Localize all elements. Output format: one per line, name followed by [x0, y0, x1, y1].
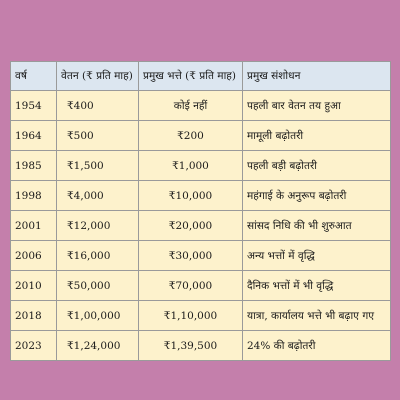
- cell-salary: ₹500: [56, 120, 139, 151]
- cell-revision: यात्रा, कार्यालय भत्ते भी बढ़ाए गए: [242, 300, 391, 331]
- cell-revision: दैनिक भत्तों में भी वृद्धि: [242, 270, 391, 301]
- header-revision: प्रमुख संशोधन: [242, 61, 391, 91]
- table-header-row: वर्ष वेतन (₹ प्रति माह) प्रमुख भत्ते (₹ …: [10, 61, 391, 91]
- cell-revision: मामूली बढ़ोतरी: [242, 120, 391, 151]
- table-row: 1985 ₹1,500 ₹1,000 पहली बड़ी बढ़ोतरी: [10, 150, 391, 181]
- cell-revision: अन्य भत्तों में वृद्धि: [242, 240, 391, 271]
- cell-salary: ₹1,00,000: [56, 300, 139, 331]
- header-allowance: प्रमुख भत्ते (₹ प्रति माह): [138, 61, 243, 91]
- cell-salary: ₹12,000: [56, 210, 139, 241]
- table-row: 2006 ₹16,000 ₹30,000 अन्य भत्तों में वृद…: [10, 240, 391, 271]
- cell-salary: ₹1,500: [56, 150, 139, 181]
- cell-year: 2001: [10, 210, 57, 241]
- cell-revision: पहली बड़ी बढ़ोतरी: [242, 150, 391, 181]
- table-row: 2023 ₹1,24,000 ₹1,39,500 24% की बढ़ोतरी: [10, 330, 391, 361]
- header-year: वर्ष: [10, 61, 57, 91]
- cell-salary: ₹16,000: [56, 240, 139, 271]
- cell-allowance: ₹1,39,500: [138, 330, 243, 361]
- salary-table: वर्ष वेतन (₹ प्रति माह) प्रमुख भत्ते (₹ …: [10, 61, 391, 361]
- cell-allowance: ₹1,000: [138, 150, 243, 181]
- cell-revision: महंगाई के अनुरूप बढ़ोतरी: [242, 180, 391, 211]
- table-row: 1964 ₹500 ₹200 मामूली बढ़ोतरी: [10, 120, 391, 151]
- header-salary: वेतन (₹ प्रति माह): [56, 61, 139, 91]
- cell-year: 1964: [10, 120, 57, 151]
- cell-allowance: ₹70,000: [138, 270, 243, 301]
- cell-revision: सांसद निधि की भी शुरुआत: [242, 210, 391, 241]
- table-row: 2018 ₹1,00,000 ₹1,10,000 यात्रा, कार्याल…: [10, 300, 391, 331]
- cell-allowance: ₹10,000: [138, 180, 243, 211]
- table-card: वर्ष वेतन (₹ प्रति माह) प्रमुख भत्ते (₹ …: [10, 61, 391, 361]
- cell-salary: ₹400: [56, 90, 139, 121]
- table-row: 2001 ₹12,000 ₹20,000 सांसद निधि की भी शु…: [10, 210, 391, 241]
- cell-year: 1954: [10, 90, 57, 121]
- table-row: 1954 ₹400 कोई नहीं पहली बार वेतन तय हुआ: [10, 90, 391, 121]
- cell-year: 2010: [10, 270, 57, 301]
- table-row: 1998 ₹4,000 ₹10,000 महंगाई के अनुरूप बढ़…: [10, 180, 391, 211]
- cell-year: 2023: [10, 330, 57, 361]
- cell-year: 2018: [10, 300, 57, 331]
- cell-allowance: ₹1,10,000: [138, 300, 243, 331]
- cell-year: 1998: [10, 180, 57, 211]
- cell-salary: ₹50,000: [56, 270, 139, 301]
- cell-allowance: कोई नहीं: [138, 90, 243, 121]
- cell-salary: ₹1,24,000: [56, 330, 139, 361]
- cell-year: 1985: [10, 150, 57, 181]
- cell-allowance: ₹30,000: [138, 240, 243, 271]
- cell-salary: ₹4,000: [56, 180, 139, 211]
- cell-allowance: ₹200: [138, 120, 243, 151]
- cell-year: 2006: [10, 240, 57, 271]
- cell-revision: पहली बार वेतन तय हुआ: [242, 90, 391, 121]
- cell-allowance: ₹20,000: [138, 210, 243, 241]
- cell-revision: 24% की बढ़ोतरी: [242, 330, 391, 361]
- table-row: 2010 ₹50,000 ₹70,000 दैनिक भत्तों में भी…: [10, 270, 391, 301]
